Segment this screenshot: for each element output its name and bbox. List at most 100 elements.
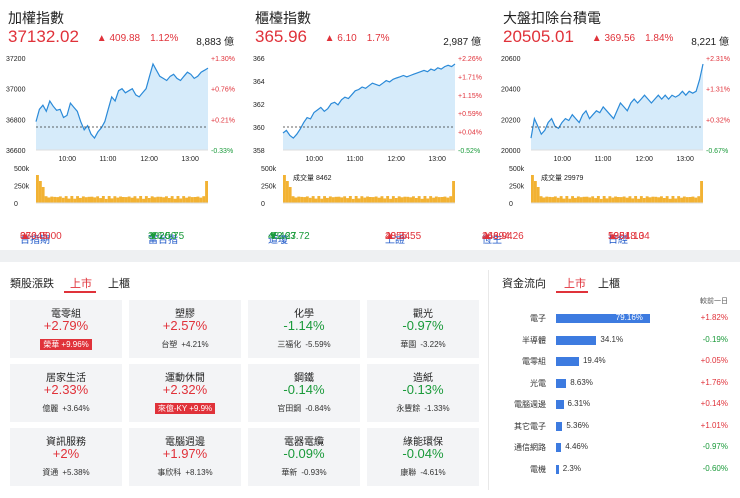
up-arrow-icon: ▲ (96, 33, 107, 44)
volume-bar (391, 196, 395, 203)
time-label: 11:00 (594, 156, 611, 163)
flow-change: -0.60% (702, 463, 728, 473)
flow-sector-name: 電腦週邊 (514, 400, 546, 409)
pct-tick-label: +1.15% (458, 93, 482, 100)
sector-name: 化學 (294, 309, 314, 320)
ticker-value: 48463.72 (268, 231, 310, 242)
volume-bar (182, 196, 186, 203)
volume-bar (185, 197, 188, 203)
fund-flow: 資金流向 上市 上櫃 較前一日 電子 79.16% +1.82% 半導體 34.1% -0… (494, 262, 740, 498)
sector-card[interactable]: 電腦週邊 +1.97% 事欣科 +8.13% (129, 428, 241, 486)
volume-bar (300, 196, 304, 203)
volume-bar (176, 196, 180, 203)
ticker-name: 恆生 (482, 235, 502, 246)
flow-change: +1.01% (700, 420, 728, 430)
volume-bar (617, 197, 620, 203)
sector-card[interactable]: 運動休閒 +2.32% 來億-KY +9.9% (129, 364, 241, 422)
sector-pct: +2% (52, 446, 80, 461)
flow-row[interactable]: 電機 2.3% -0.60% (494, 461, 740, 477)
volume-bar (622, 196, 626, 203)
up-arrow-icon: ▲ (20, 231, 30, 242)
sector-card[interactable]: 鋼鐵 -0.14% 官田鋼 -0.84% (248, 364, 360, 422)
sector-card[interactable]: 居家生活 +2.33% 億麗 +3.64% (10, 364, 122, 422)
panel-ex-tsmc[interactable]: 大盤扣除台積電 20505.01 ▲ 369.56 1.84% 8,221 億 20600… (495, 0, 735, 215)
vol-tick-label: 250k (509, 184, 525, 191)
flow-row[interactable]: 電腦週邊 6.31% +0.14% (494, 396, 740, 412)
ticker-name: 台指期 (20, 235, 50, 246)
sector-card[interactable]: 觀光 -0.97% 華園 -3.22% (367, 300, 479, 358)
volume-bar (101, 196, 105, 203)
pct-tick-label: +1.31% (706, 87, 730, 94)
time-label: 10:00 (58, 156, 76, 163)
panel-taiex[interactable]: 加權指數 37132.02 ▲ 409.88 1.12% 8,883 億 37200 370… (0, 0, 240, 215)
flow-row[interactable]: 電子 79.16% +1.82% (494, 310, 740, 326)
leader-pct: +8.13% (185, 468, 213, 477)
volume-bar (167, 198, 171, 203)
sector-card[interactable]: 造紙 -0.13% 永豐餘 -1.33% (367, 364, 479, 422)
sector-name: 資訊服務 (46, 437, 86, 448)
volume-bar (574, 197, 577, 203)
volume-bar (104, 198, 108, 203)
index-charts-section: 加權指數 37132.02 ▲ 409.88 1.12% 8,883 億 37200 370… (0, 0, 740, 250)
volume-bar (153, 197, 157, 203)
flow-row[interactable]: 光電 8.63% +1.76% (494, 375, 740, 391)
volume-bar (76, 196, 79, 203)
flow-change: -0.19% (702, 334, 728, 344)
y-tick-label: 20200 (501, 117, 521, 124)
flow-sector-name: 光電 (530, 378, 546, 388)
volume-bar (288, 187, 292, 203)
flow-share: 5.36% (566, 420, 590, 430)
sector-card[interactable]: 綠能環保 -0.04% 康聯 -4.61% (367, 428, 479, 486)
vol-tick-label: 0 (261, 201, 265, 208)
sector-card[interactable]: 塑膠 +2.57% 台塑 +4.21% (129, 300, 241, 358)
volume-bar (130, 197, 134, 203)
flow-row[interactable]: 電零組 19.4% +0.05% (494, 353, 740, 369)
ticker-change: -26.50 (148, 231, 177, 242)
flow-row[interactable]: 半導體 34.1% -0.19% (494, 332, 740, 348)
index-volume: 2,987 億 (443, 37, 481, 48)
index-price: 20505.01 (503, 27, 574, 46)
panel-title: 大盤扣除台積電 (503, 10, 601, 26)
y-tick-label: 364 (253, 79, 265, 86)
volume-bar (559, 196, 563, 203)
volume-bar (568, 198, 572, 203)
ticker-name: 上證 (385, 235, 405, 246)
index-change: 409.88 (109, 33, 141, 44)
flow-bar (556, 378, 567, 388)
sector-name: 電器電纜 (284, 437, 324, 448)
volume-bar (668, 198, 672, 203)
index-price: 365.96 (255, 27, 307, 46)
sector-tab-otc[interactable]: 上櫃 (108, 278, 130, 290)
sector-tab-listed[interactable]: 上市 (70, 278, 92, 290)
sector-card[interactable]: 電器電纜 -0.09% 華新 -0.93% (248, 428, 360, 486)
sector-name: 觀光 (413, 309, 433, 320)
time-label: 12:00 (140, 156, 158, 163)
volume-bar (585, 196, 589, 203)
volume-bar (81, 196, 85, 203)
time-label: 13:00 (676, 156, 694, 163)
volume-bar (144, 196, 148, 203)
vol-tick-label: 250k (261, 184, 277, 191)
sector-card[interactable]: 化學 -1.14% 三福化 -5.59% (248, 300, 360, 358)
sector-card[interactable]: 資訊服務 +2% 資通 +5.38% (10, 428, 122, 486)
volume-bar (67, 198, 71, 203)
sector-card[interactable]: 電零組 +2.79% 榮華 +9.96% (10, 300, 122, 358)
volume-bar (113, 196, 117, 203)
sector-leader: 華新 -0.93% (248, 467, 360, 478)
flow-tab-listed[interactable]: 上市 (564, 278, 586, 290)
volume-bar (682, 196, 686, 203)
panel-otc[interactable]: 櫃檯指數 365.96 ▲ 6.10 1.7% 2,987 億 366 364 362 360 3… (247, 0, 487, 215)
volume-bar (190, 197, 194, 203)
flow-sector-name: 其它電子 (514, 421, 546, 431)
flow-tab-otc[interactable]: 上櫃 (598, 278, 620, 290)
up-arrow-icon: ▲ (482, 231, 492, 242)
index-volume: 8,221 億 (691, 37, 729, 48)
flow-row[interactable]: 通信網路 4.46% -0.97% (494, 439, 740, 455)
volume-bar (41, 187, 45, 203)
sector-leader: 三福化 -5.59% (248, 339, 360, 350)
leader-pct: -0.93% (301, 468, 327, 477)
price-line (35, 62, 209, 140)
intraday-chart: 366 364 362 360 358 +2.26% +1.71% +1.15% +0.59% +… (253, 56, 482, 208)
flow-row[interactable]: 其它電子 5.36% +1.01% (494, 418, 740, 434)
sector-pct: -0.14% (283, 382, 325, 397)
